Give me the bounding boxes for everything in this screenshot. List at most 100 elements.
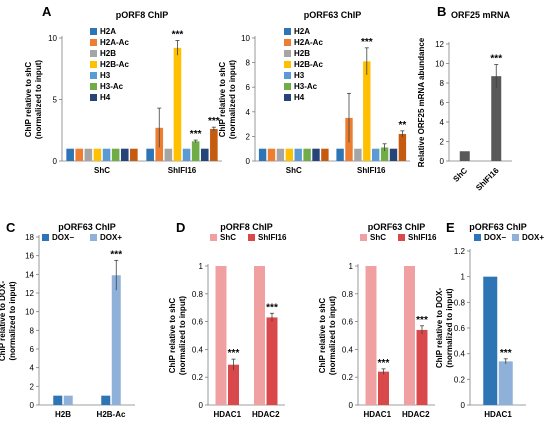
legend-label: DOX+ <box>100 233 122 242</box>
y-tick-label: 0.2 <box>342 373 354 382</box>
bar <box>254 266 265 405</box>
bar <box>303 148 311 161</box>
significance-label: *** <box>416 315 428 326</box>
legend-swatch <box>90 61 97 68</box>
legend-label: H4 <box>100 93 111 102</box>
y-tick-label: 14 <box>25 270 34 279</box>
y-tick-label: 1 <box>461 273 466 282</box>
bar <box>120 148 129 161</box>
y-tick-label: 0 <box>53 157 58 166</box>
legend-label: H2B <box>100 49 116 58</box>
y-tick-label: 2 <box>440 138 445 147</box>
y-tick-label: 6 <box>246 83 251 92</box>
bar <box>75 148 84 161</box>
legend-swatch <box>90 50 97 57</box>
y-axis-label: (normalized to input) <box>228 60 237 139</box>
chart-panel-6: pORF63 ChIP 0 0.2 0.4 0.6 0.8 1 ChIP relative t… <box>318 222 437 419</box>
panel-letter: C <box>6 220 16 235</box>
legend-label: ShC <box>370 233 386 242</box>
legend-label: ShC <box>220 233 236 242</box>
bar <box>372 148 380 161</box>
bar <box>200 148 209 161</box>
legend-label: H3 <box>294 71 305 80</box>
bar <box>294 148 302 161</box>
y-tick-label: 0.6 <box>192 318 204 327</box>
chart-panel-3: B ORF25 mRNA 0 2 4 6 8 10 12 Relative ORF25 mRNA … <box>417 4 512 193</box>
significance-label: *** <box>500 348 512 359</box>
bar <box>84 148 93 161</box>
y-tick-label: 4 <box>246 108 251 117</box>
bar <box>258 148 267 161</box>
legend: DOX− DOX+ <box>42 233 122 242</box>
significance-label: *** <box>208 116 220 127</box>
legend-swatch <box>284 28 291 35</box>
x-tick-label: HDAC2 <box>402 410 430 419</box>
legend-label: H2A-Ac <box>294 38 323 47</box>
bar <box>111 275 121 405</box>
legend-swatch <box>248 234 255 241</box>
x-tick-label: HDAC1 <box>484 410 512 419</box>
y-axis-label: ChIP relative to shC <box>168 298 177 374</box>
x-tick-label: H2B-Ac <box>97 410 126 419</box>
bar <box>267 148 276 161</box>
panel-letter: D <box>176 220 185 235</box>
y-tick-label: 16 <box>25 252 34 261</box>
legend-label: H2A <box>100 27 116 36</box>
y-tick-label: 0 <box>349 401 354 410</box>
legend-swatch <box>284 61 291 68</box>
bar <box>483 276 498 405</box>
legend-label: DOX− <box>484 233 506 242</box>
legend-label: DOX− <box>52 233 74 242</box>
significance-label: *** <box>361 37 373 48</box>
x-tick-label: ShIFI16 <box>474 166 501 193</box>
legend-swatch <box>90 94 97 101</box>
y-tick-label: 0 <box>246 157 251 166</box>
bar <box>378 371 389 405</box>
significance-label: *** <box>172 29 184 40</box>
legend-swatch <box>42 234 49 241</box>
legend-swatch <box>90 72 97 79</box>
legend: H2A H2A-Ac H2B H2B-Ac H3 H3-Ac H4 <box>90 27 129 102</box>
legend-swatch <box>284 72 291 79</box>
y-tick-label: 0.2 <box>454 375 466 384</box>
x-tick-label: ShIFI16 <box>168 166 197 175</box>
legend-swatch <box>512 234 519 241</box>
bar <box>498 361 513 405</box>
x-tick-label: HDAC2 <box>252 410 280 419</box>
y-axis-label: ChIP relative to DOX- <box>435 288 444 369</box>
bar <box>459 151 470 161</box>
x-tick-label: ShC <box>286 166 302 175</box>
x-tick-label: ShC <box>94 166 110 175</box>
legend-label: H2B <box>294 49 310 58</box>
x-tick-label: HDAC1 <box>213 410 241 419</box>
bar <box>210 129 218 161</box>
bar <box>101 395 111 405</box>
legend-swatch <box>360 234 367 241</box>
legend: H2A H2A-Ac H2B H2B-Ac H3 H3-Ac H4 <box>284 27 323 102</box>
legend: ShC ShIFI16 <box>210 233 287 242</box>
y-tick-label: 12 <box>435 40 444 49</box>
legend-label: H2B-Ac <box>294 60 323 69</box>
y-axis-label: (normalized to input) <box>445 288 454 367</box>
bar <box>182 148 191 161</box>
y-tick-label: 0.8 <box>454 298 466 307</box>
y-tick-label: 12 <box>25 289 34 298</box>
panel-letter: A <box>42 4 52 19</box>
y-tick-label: 4 <box>30 364 35 373</box>
legend-label: H2A-Ac <box>100 38 129 47</box>
y-tick-label: 0 <box>461 401 466 410</box>
y-tick-label: 2 <box>246 132 251 141</box>
legend-swatch <box>284 94 291 101</box>
bar <box>173 47 182 162</box>
bar <box>66 148 74 161</box>
bar <box>93 148 102 161</box>
y-axis-label: Relative ORF25 mRNA abundance <box>417 37 426 167</box>
y-axis-label: ChIP relative to shC <box>24 62 33 138</box>
bar <box>389 148 398 161</box>
bar <box>321 148 329 161</box>
bar <box>191 141 200 161</box>
bar <box>354 148 362 161</box>
